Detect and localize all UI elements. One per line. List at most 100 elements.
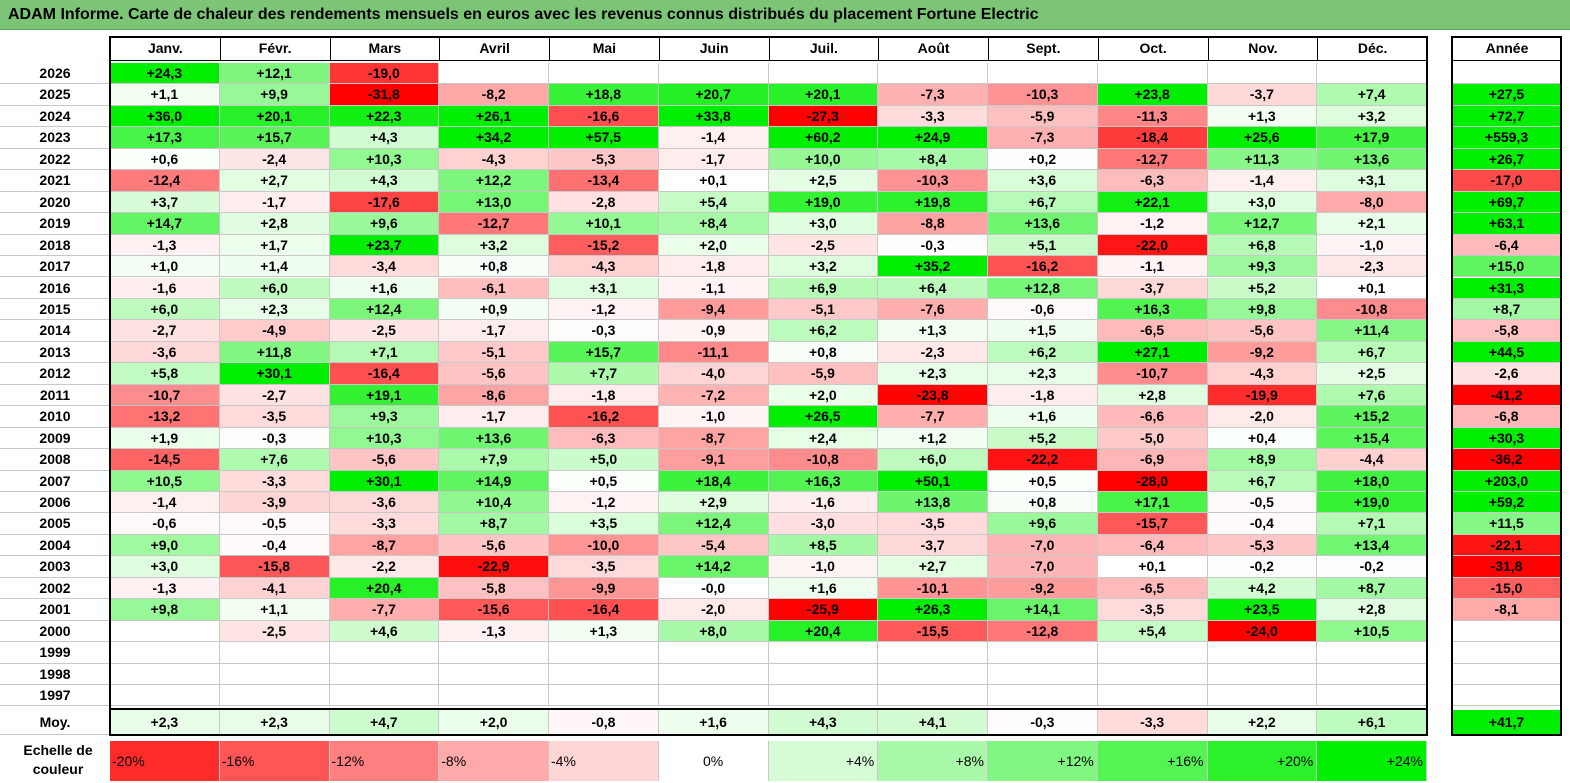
heatmap-cell: +17,9 <box>1317 127 1427 149</box>
heatmap-cell: +1,6 <box>988 406 1098 428</box>
heatmap-cell: +2,9 <box>658 492 769 514</box>
heatmap-cell <box>1097 663 1208 686</box>
heatmap-cell: +8,0 <box>658 620 769 643</box>
heatmap-cell: -2,2 <box>329 556 440 578</box>
annual-cell: +31,3 <box>1452 277 1562 299</box>
average-cell: -0,8 <box>549 709 659 735</box>
heatmap-cell <box>329 642 440 664</box>
heatmap-cell <box>878 663 988 686</box>
heatmap-cell: -1,8 <box>988 384 1098 407</box>
color-scale-swatch: +12% <box>988 741 1098 781</box>
year-label: 2015 <box>0 298 110 321</box>
heatmap-cell: +6,4 <box>878 277 988 299</box>
heatmap-cell: +9,8 <box>110 599 220 621</box>
heatmap-cell: -3,0 <box>768 513 879 535</box>
heatmap-cell: -3,5 <box>878 513 988 535</box>
month-header: Févr. <box>219 36 331 61</box>
heatmap-cell: +2,3 <box>219 298 330 321</box>
heatmap-cell: +2,0 <box>658 234 769 257</box>
heatmap-cell: +4,3 <box>329 170 440 192</box>
heatmap-cell: -1,0 <box>768 556 879 578</box>
annual-cell: +72,7 <box>1452 105 1562 128</box>
heatmap-cell: +24,3 <box>110 63 220 85</box>
heatmap-cell: -17,6 <box>329 191 440 214</box>
year-label: 2010 <box>0 406 110 428</box>
heatmap-cell: +1,6 <box>768 577 879 600</box>
heatmap-cell <box>1317 663 1427 686</box>
heatmap-cell <box>878 63 988 85</box>
heatmap-cell: -6,6 <box>1097 406 1208 428</box>
year-label: 2008 <box>0 449 110 471</box>
heatmap-cell: -0,2 <box>1317 556 1427 578</box>
heatmap-cell: +2,8 <box>219 213 330 235</box>
heatmap-cell <box>219 685 330 707</box>
heatmap-cell: -5,4 <box>658 534 769 557</box>
month-header: Janv. <box>110 36 221 61</box>
year-label: 2005 <box>0 513 110 535</box>
heatmap-cell: +8,7 <box>1317 577 1427 600</box>
heatmap-cell <box>439 685 549 707</box>
heatmap-cell: +9,6 <box>329 213 440 235</box>
heatmap-cell: +5,4 <box>658 191 769 214</box>
heatmap-cell: -1,2 <box>1097 213 1208 235</box>
heatmap-cell: +10,1 <box>549 213 659 235</box>
heatmap-cell: -0,6 <box>988 298 1098 321</box>
heatmap-cell: +12,2 <box>439 170 549 192</box>
heatmap-cell: +3,2 <box>439 234 549 257</box>
heatmap-cell: +17,1 <box>1097 492 1208 514</box>
heatmap-cell <box>549 685 659 707</box>
year-label: 2004 <box>0 534 110 557</box>
heatmap-cell: -5,0 <box>1097 427 1208 450</box>
heatmap-cell: -9,2 <box>1207 341 1318 364</box>
annual-cell: -31,8 <box>1452 556 1562 578</box>
year-label: 2022 <box>0 148 110 171</box>
annual-header: Année <box>1452 36 1562 61</box>
heatmap-cell: +2,3 <box>988 363 1098 385</box>
heatmap-cell: -4,3 <box>1207 363 1318 385</box>
heatmap-cell <box>1207 642 1318 664</box>
heatmap-cell: -5,6 <box>1207 320 1318 342</box>
heatmap-cell: +1,1 <box>219 599 330 621</box>
heatmap-cell: +1,5 <box>988 320 1098 342</box>
heatmap-cell: +9,3 <box>329 406 440 428</box>
average-cell: +6,1 <box>1317 709 1427 735</box>
year-label: 2019 <box>0 213 110 235</box>
heatmap-cell: +0,2 <box>988 148 1098 171</box>
heatmap-cell: +13,6 <box>439 427 549 450</box>
heatmap-cell: -1,8 <box>658 256 769 278</box>
heatmap-cell: -9,2 <box>988 577 1098 600</box>
heatmap-cell: -28,0 <box>1097 470 1208 492</box>
heatmap-cell: -10,3 <box>878 170 988 192</box>
heatmap-cell: -13,4 <box>549 170 659 192</box>
heatmap-cell: -0,4 <box>219 534 330 557</box>
heatmap-cell <box>329 663 440 686</box>
heatmap-cell: +20,1 <box>768 84 879 106</box>
heatmap-cell: +57,5 <box>549 127 659 149</box>
heatmap-cell <box>1207 663 1318 686</box>
average-cell: +2,2 <box>1207 709 1318 735</box>
heatmap-cell: -0,3 <box>549 320 659 342</box>
average-cell: +2,0 <box>439 709 549 735</box>
heatmap-cell: -16,6 <box>549 105 659 128</box>
heatmap-cell: -1,2 <box>549 492 659 514</box>
heatmap-cell <box>110 642 220 664</box>
heatmap-cell: -8,8 <box>878 213 988 235</box>
month-header: Avril <box>439 36 550 61</box>
heatmap-cell <box>878 642 988 664</box>
annual-cell: -22,1 <box>1452 534 1562 557</box>
heatmap-cell: +1,0 <box>110 256 220 278</box>
heatmap-cell: +3,5 <box>549 513 659 535</box>
year-label: 2003 <box>0 556 110 578</box>
average-cell: +4,1 <box>878 709 988 735</box>
heatmap-cell: +30,1 <box>329 470 440 492</box>
annual-cell: +27,5 <box>1452 84 1562 106</box>
heatmap-cell <box>329 685 440 707</box>
heatmap-cell: -9,4 <box>658 298 769 321</box>
heatmap-cell: -7,7 <box>329 599 440 621</box>
heatmap-cell: -3,5 <box>549 556 659 578</box>
heatmap-cell: -1,7 <box>658 148 769 171</box>
heatmap-cell: -0,0 <box>658 577 769 600</box>
heatmap-cell: -2,5 <box>329 320 440 342</box>
heatmap-cell: +50,1 <box>878 470 988 492</box>
heatmap-cell: +1,6 <box>329 277 440 299</box>
